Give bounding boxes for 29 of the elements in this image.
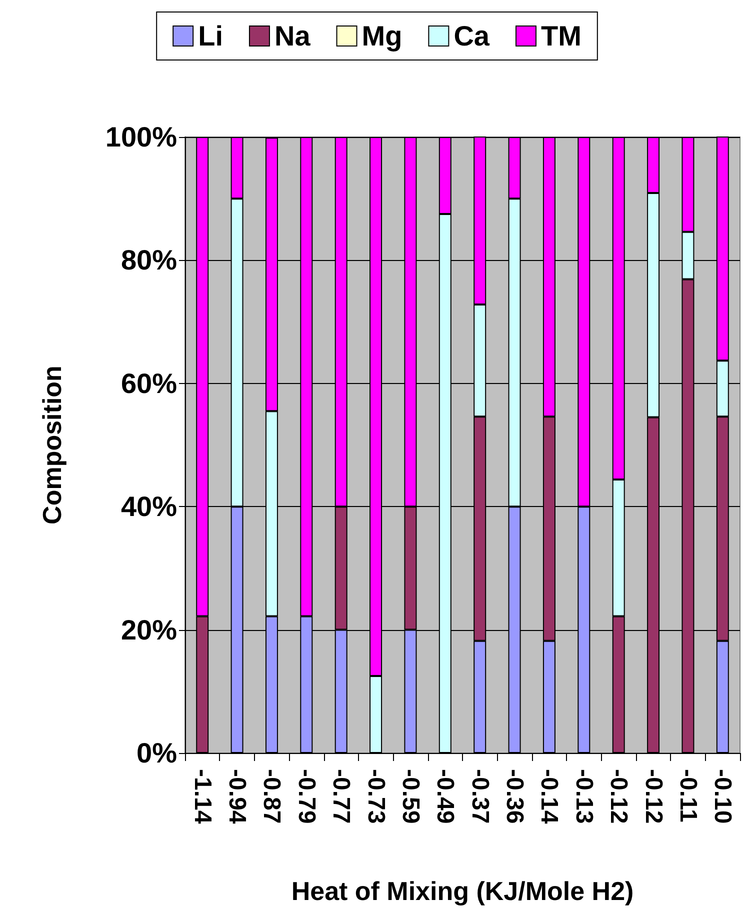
x-tick-label: -0.14 [536,769,563,824]
y-tick-label: 0% [136,738,178,768]
x-tick-label: -0.12 [605,769,632,824]
legend-label: Na [274,20,311,52]
y-tick-label: 100% [105,122,178,152]
x-tick-label: -0.73 [362,769,390,824]
legend-label: Li [198,20,223,52]
y-tick-label: 80% [120,244,178,276]
x-tick-label: -0.12 [640,769,667,824]
y-axis-title: Composition [37,366,67,524]
x-axis-title: Heat of Mixing (KJ/Mole H2) [291,876,634,906]
legend-label: Ca [454,20,490,52]
x-tick-label: -0.13 [570,769,598,824]
x-tick-label: -0.10 [709,769,736,824]
legend-label: TM [540,20,582,52]
x-tick-label: -1.14 [188,769,216,824]
y-tick-label: 40% [120,491,178,522]
x-tick-label: -0.49 [432,769,459,824]
x-tick-label: -0.11 [674,769,702,822]
x-tick-label: -0.59 [396,769,424,824]
legend-label: Mg [362,20,402,52]
x-tick-label: -0.94 [224,769,251,824]
y-tick-label: 20% [120,614,178,646]
y-tick-label: 60% [120,368,178,399]
x-tick-label: -0.37 [466,769,494,824]
x-tick-label: -0.77 [328,769,355,824]
x-tick-label: -0.87 [258,769,286,824]
x-tick-label: -0.36 [501,769,528,824]
x-tick-label: -0.79 [292,769,320,824]
